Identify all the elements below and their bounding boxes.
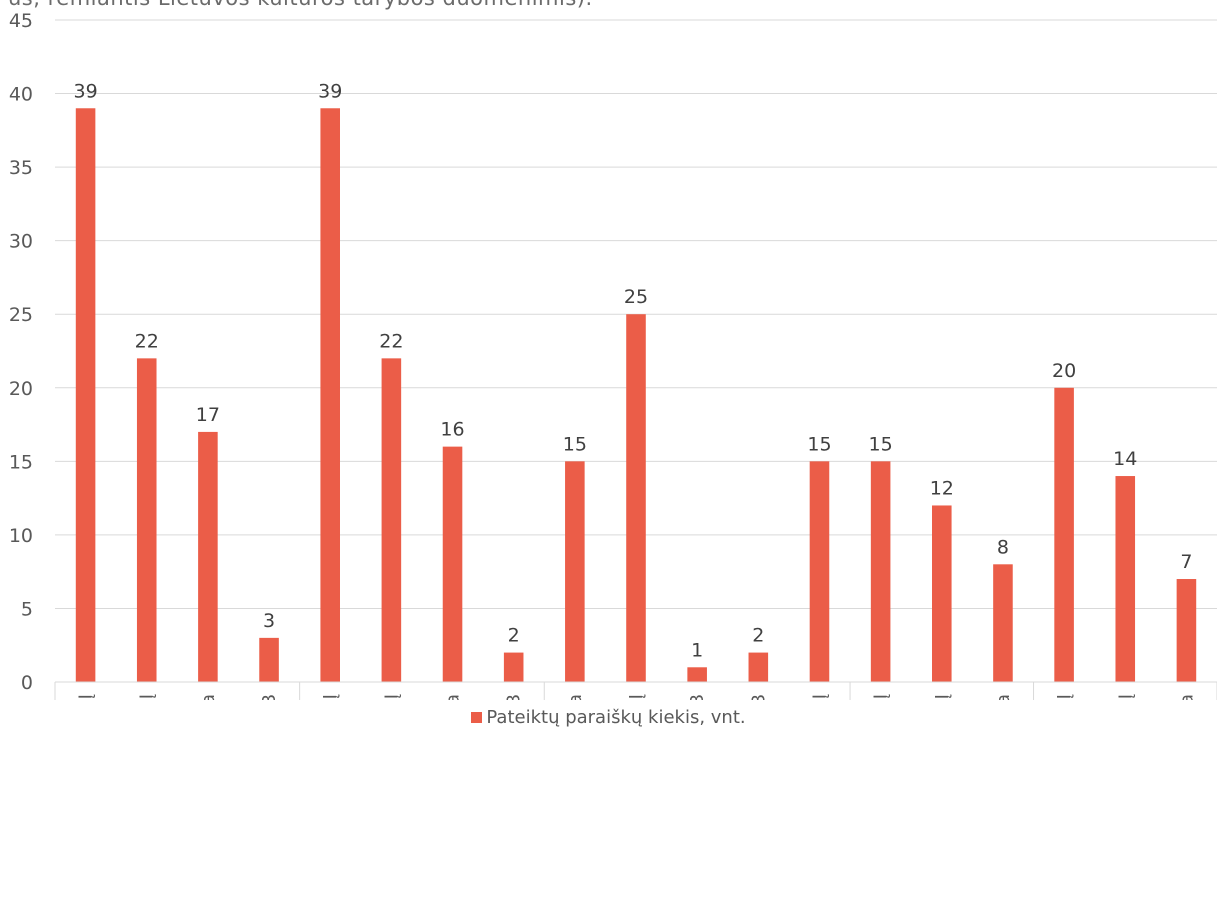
- x-axis: BĮVšĮAsociacijaUAB2016BĮVšĮAsociacijaUAB…: [54, 681, 1217, 700]
- category-label: BĮ: [1054, 694, 1075, 700]
- bar: [748, 652, 769, 682]
- y-tick-label: 5: [21, 598, 33, 620]
- bar: [442, 446, 463, 682]
- bar: [932, 505, 952, 682]
- bar: [1176, 579, 1197, 682]
- legend: Pateiktų paraiškų kiekis, vnt.: [0, 707, 1217, 728]
- y-tick-label: 20: [9, 378, 33, 400]
- data-label: 16: [440, 419, 464, 441]
- y-tick-label: 10: [9, 525, 33, 547]
- category-label: BĮ: [932, 694, 953, 700]
- bar: [993, 564, 1013, 682]
- data-label: 20: [1052, 360, 1076, 382]
- data-label: 8: [997, 536, 1009, 558]
- y-tick-label: 40: [9, 84, 33, 106]
- data-label: 14: [1113, 448, 1137, 470]
- category-label: BĮ: [626, 694, 647, 700]
- y-tick-label: 30: [9, 231, 33, 253]
- category-label: BĮ: [320, 694, 341, 700]
- bar: [687, 667, 707, 682]
- category-label: VšĮ: [137, 694, 158, 700]
- data-label: 25: [624, 286, 648, 308]
- bar: [809, 461, 830, 682]
- legend-swatch: [471, 712, 483, 723]
- category-label: UAB: [259, 694, 280, 700]
- category-label: Asociacija: [443, 694, 464, 700]
- data-label: 15: [869, 433, 893, 455]
- y-tick-label: 35: [9, 157, 33, 179]
- category-label: VšĮ: [871, 694, 892, 700]
- data-label: 2: [752, 625, 764, 647]
- data-label: 1: [691, 639, 703, 661]
- category-label: BĮ: [76, 694, 97, 700]
- data-label: 3: [263, 610, 275, 632]
- bar: [1115, 476, 1136, 682]
- data-label: 7: [1180, 551, 1192, 573]
- y-tick-label: 0: [21, 672, 33, 694]
- caption-text: ūs, remiantis Lietuvos kultūros tarybos …: [8, 0, 593, 10]
- category-label: Asociacija: [993, 694, 1014, 700]
- category-label: Asociacija: [1176, 694, 1197, 700]
- data-label: 2: [508, 625, 520, 647]
- bar: [136, 358, 157, 682]
- data-label: 39: [73, 80, 97, 102]
- bar: [565, 461, 585, 682]
- category-label: UAB: [504, 694, 525, 700]
- bar: [320, 108, 340, 683]
- bar: [75, 108, 96, 683]
- data-label: 12: [930, 477, 954, 499]
- bar: [626, 314, 646, 682]
- data-label: 15: [563, 433, 587, 455]
- y-axis: 0 5 10 15 20 25 30 35 40 45: [9, 10, 33, 694]
- data-label: 39: [318, 80, 342, 102]
- data-label: 22: [135, 330, 159, 352]
- bar: [1054, 387, 1074, 682]
- y-tick-label: 45: [9, 10, 33, 32]
- data-label: 22: [379, 330, 403, 352]
- category-label: VšĮ: [1115, 694, 1136, 700]
- data-label: 15: [807, 433, 831, 455]
- bar: [259, 637, 279, 682]
- category-label: VšĮ: [381, 694, 402, 700]
- category-label: MB: [687, 694, 708, 700]
- legend-label: Pateiktų paraiškų kiekis, vnt.: [486, 707, 746, 728]
- data-label: 17: [196, 404, 220, 426]
- category-label: Asociacija: [198, 694, 219, 700]
- category-label: Asociacija: [565, 694, 586, 700]
- bar: [870, 461, 891, 682]
- y-tick-label: 15: [9, 451, 33, 473]
- category-label: UAB: [748, 694, 769, 700]
- category-label: VšĮ: [809, 694, 830, 700]
- y-tick-label: 25: [9, 304, 33, 326]
- bar: [381, 358, 402, 682]
- bar: [503, 652, 524, 682]
- bar: [198, 431, 218, 682]
